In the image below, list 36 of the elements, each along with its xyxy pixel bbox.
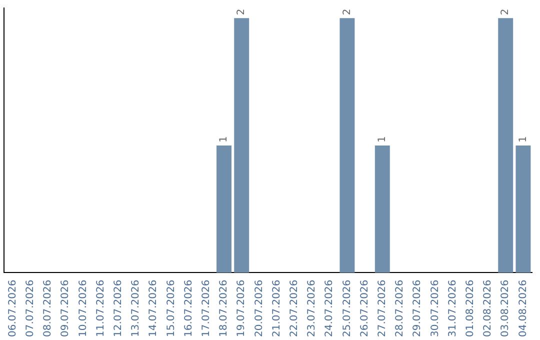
x-tick-label: 22.07.2026 [288, 280, 300, 338]
x-tick-label: 18.07.2026 [218, 280, 230, 338]
x-tick-label: 16.07.2026 [183, 280, 194, 338]
x-tick-label: 07.07.2026 [24, 280, 36, 338]
x-tick-label: 23.07.2026 [306, 280, 318, 338]
x-tick-label: 26.07.2026 [359, 280, 370, 338]
data-label: 2 [342, 8, 353, 16]
x-tick-label: 25.07.2026 [342, 280, 353, 338]
data-label: 2 [500, 8, 512, 16]
x-tick-label: 31.07.2026 [447, 280, 458, 338]
x-tick-label: 19.07.2026 [236, 280, 248, 338]
x-tick-label: 06.07.2026 [7, 280, 18, 338]
data-label: 2 [236, 8, 248, 16]
x-tick-label: 21.07.2026 [271, 280, 282, 338]
x-tick-label: 28.07.2026 [394, 280, 406, 338]
x-tick-label: 30.07.2026 [430, 280, 441, 338]
x-tick-label: 20.07.2026 [254, 280, 265, 338]
x-tick-label: 29.07.2026 [412, 280, 424, 338]
x-tick-label: 13.07.2026 [130, 280, 142, 338]
x-tick-label: 03.08.2026 [500, 280, 512, 338]
x-tick-label: 04.08.2026 [518, 280, 529, 338]
x-tick-label: 09.07.2026 [60, 280, 72, 338]
x-tick-label: 02.08.2026 [482, 280, 494, 338]
x-tick-label: 01.08.2026 [464, 280, 476, 338]
x-tick-label: 14.07.2026 [148, 280, 160, 338]
data-label: 1 [518, 136, 529, 142]
x-tick-label: 24.07.2026 [324, 280, 336, 338]
data-label: 1 [376, 136, 388, 142]
x-tick-label: 12.07.2026 [112, 280, 124, 338]
x-tick-label: 10.07.2026 [78, 280, 89, 338]
x-tick-label: 27.07.2026 [376, 280, 388, 338]
x-tick-label: 11.07.2026 [95, 280, 106, 338]
x-tick-label: 15.07.2026 [166, 280, 177, 338]
x-tick-label: 17.07.2026 [200, 280, 212, 338]
x-tick-label: 08.07.2026 [42, 280, 54, 338]
data-label: 1 [218, 136, 230, 142]
